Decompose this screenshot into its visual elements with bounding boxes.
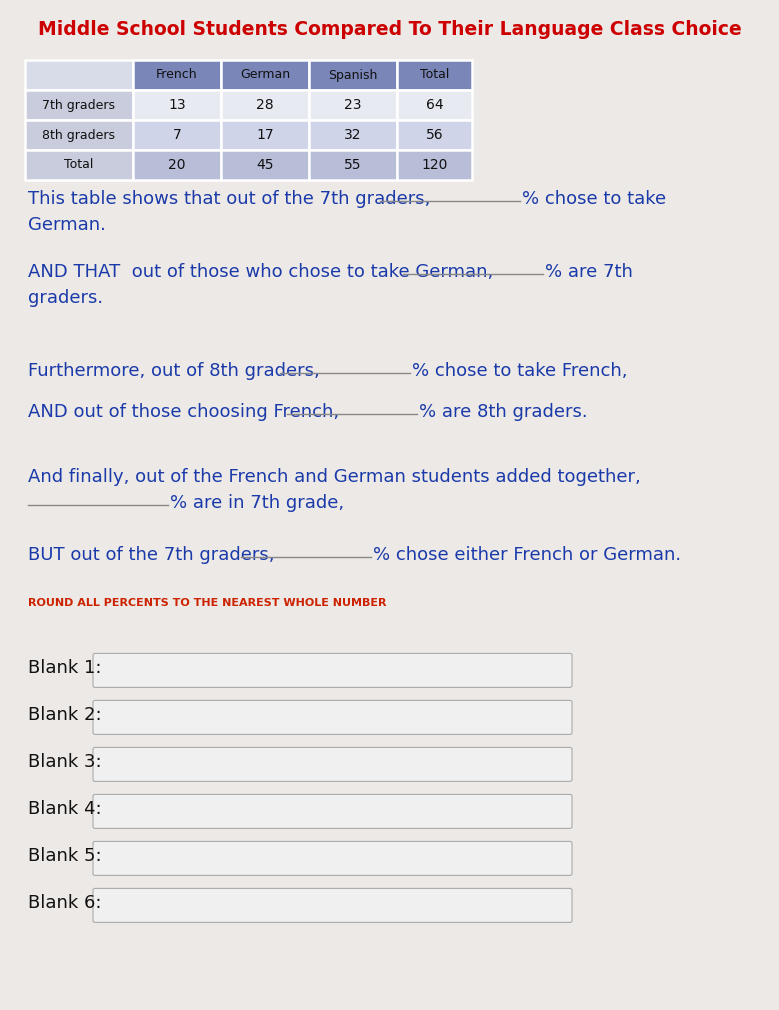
- Text: Total: Total: [65, 159, 93, 172]
- FancyBboxPatch shape: [93, 889, 572, 922]
- Text: 56: 56: [425, 128, 443, 142]
- FancyBboxPatch shape: [25, 60, 133, 90]
- Text: 7: 7: [173, 128, 182, 142]
- FancyBboxPatch shape: [93, 795, 572, 828]
- Text: 23: 23: [344, 98, 361, 112]
- Text: graders.: graders.: [28, 289, 103, 307]
- Text: French: French: [156, 69, 198, 82]
- Text: BUT out of the 7th graders,: BUT out of the 7th graders,: [28, 546, 274, 565]
- Text: And finally, out of the French and German students added together,: And finally, out of the French and Germa…: [28, 469, 641, 486]
- Text: 13: 13: [168, 98, 186, 112]
- Text: % chose to take: % chose to take: [522, 190, 666, 208]
- FancyBboxPatch shape: [221, 120, 309, 150]
- Text: % are 8th graders.: % are 8th graders.: [419, 403, 588, 421]
- FancyBboxPatch shape: [133, 90, 221, 120]
- FancyBboxPatch shape: [309, 120, 397, 150]
- FancyBboxPatch shape: [133, 150, 221, 180]
- Text: Blank 4:: Blank 4:: [28, 800, 101, 818]
- FancyBboxPatch shape: [93, 747, 572, 782]
- Text: AND THAT  out of those who chose to take German,: AND THAT out of those who chose to take …: [28, 263, 493, 281]
- Text: 32: 32: [344, 128, 361, 142]
- Text: German: German: [240, 69, 290, 82]
- Text: % are in 7th grade,: % are in 7th grade,: [170, 494, 344, 512]
- FancyBboxPatch shape: [309, 60, 397, 90]
- Text: AND out of those choosing French,: AND out of those choosing French,: [28, 403, 339, 421]
- Text: 7th graders: 7th graders: [43, 99, 115, 111]
- FancyBboxPatch shape: [397, 90, 472, 120]
- Text: Blank 5:: Blank 5:: [28, 847, 101, 866]
- FancyBboxPatch shape: [309, 90, 397, 120]
- Text: Total: Total: [420, 69, 449, 82]
- Text: ROUND ALL PERCENTS TO THE NEAREST WHOLE NUMBER: ROUND ALL PERCENTS TO THE NEAREST WHOLE …: [28, 598, 386, 608]
- FancyBboxPatch shape: [93, 841, 572, 876]
- FancyBboxPatch shape: [221, 150, 309, 180]
- FancyBboxPatch shape: [133, 120, 221, 150]
- FancyBboxPatch shape: [93, 653, 572, 688]
- FancyBboxPatch shape: [397, 150, 472, 180]
- FancyBboxPatch shape: [133, 60, 221, 90]
- Text: 8th graders: 8th graders: [43, 128, 115, 141]
- FancyBboxPatch shape: [221, 60, 309, 90]
- FancyBboxPatch shape: [397, 60, 472, 90]
- Text: Blank 6:: Blank 6:: [28, 895, 101, 912]
- Text: 20: 20: [168, 158, 185, 172]
- FancyBboxPatch shape: [309, 150, 397, 180]
- Text: 17: 17: [256, 128, 273, 142]
- Text: % chose to take French,: % chose to take French,: [411, 362, 627, 380]
- Text: 64: 64: [425, 98, 443, 112]
- FancyBboxPatch shape: [25, 150, 133, 180]
- FancyBboxPatch shape: [25, 120, 133, 150]
- Text: Middle School Students Compared To Their Language Class Choice: Middle School Students Compared To Their…: [38, 20, 742, 39]
- FancyBboxPatch shape: [397, 120, 472, 150]
- FancyBboxPatch shape: [221, 90, 309, 120]
- Text: 28: 28: [256, 98, 273, 112]
- FancyBboxPatch shape: [93, 700, 572, 734]
- Text: This table shows that out of the 7th graders,: This table shows that out of the 7th gra…: [28, 190, 430, 208]
- Text: Blank 2:: Blank 2:: [28, 706, 101, 724]
- Text: Spanish: Spanish: [328, 69, 378, 82]
- Text: German.: German.: [28, 216, 106, 234]
- Text: 45: 45: [256, 158, 273, 172]
- Text: % chose either French or German.: % chose either French or German.: [373, 546, 681, 565]
- Text: % are 7th: % are 7th: [545, 263, 633, 281]
- Text: 55: 55: [344, 158, 361, 172]
- Text: Blank 1:: Blank 1:: [28, 660, 101, 678]
- Text: 120: 120: [421, 158, 448, 172]
- FancyBboxPatch shape: [25, 90, 133, 120]
- Text: Blank 3:: Blank 3:: [28, 753, 101, 772]
- Text: Furthermore, out of 8th graders,: Furthermore, out of 8th graders,: [28, 362, 319, 380]
